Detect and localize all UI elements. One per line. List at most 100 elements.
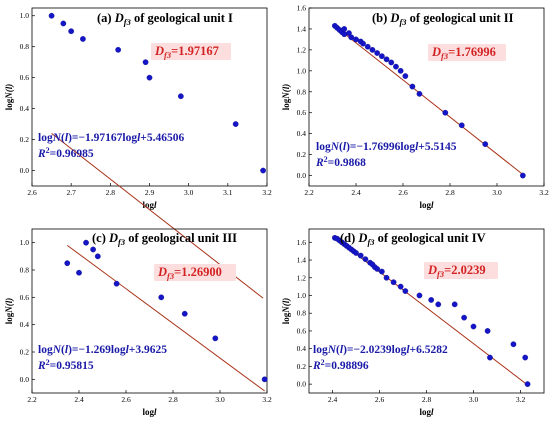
x-tick-label: 3.2 bbox=[262, 188, 272, 197]
df-label-symbol: D bbox=[154, 44, 164, 58]
equation-label: logN(l)=−1.76996logl+5.5145 bbox=[316, 141, 457, 153]
data-point bbox=[212, 335, 219, 342]
x-axis-label-log: log bbox=[142, 200, 154, 210]
df-label-box bbox=[154, 264, 236, 281]
x-tick-label: 2.6 bbox=[121, 395, 131, 404]
y-tick-label: 1.0 bbox=[20, 11, 30, 20]
x-tick-label: 2.6 bbox=[27, 188, 37, 197]
data-point bbox=[353, 250, 359, 256]
chart-panel-2: 2.2 2.4 2.6 2.8 3.0 3.2 0.0 0.2 0.4 0.6 0.8 1.0 1.2 1… bbox=[281, 4, 549, 211]
data-point bbox=[177, 93, 184, 100]
x-tick-label: 2.8 bbox=[422, 395, 432, 404]
equation-part: ( bbox=[336, 344, 340, 356]
panel-title: (a) Df3 of geological unit I bbox=[97, 11, 233, 27]
panel-title-prefix: (a) bbox=[97, 11, 115, 25]
data-point bbox=[341, 26, 348, 32]
data-point bbox=[260, 167, 266, 174]
x-tick-label: 2.7 bbox=[66, 188, 76, 197]
x-tick-label: 3.0 bbox=[184, 188, 194, 197]
equation-part: )=−1.269log bbox=[68, 344, 126, 356]
equation-part: ( bbox=[61, 344, 65, 356]
data-point bbox=[416, 292, 423, 299]
data-point bbox=[64, 260, 71, 267]
x-axis-label-log: log bbox=[142, 407, 154, 417]
y-tick-label: 0.6 bbox=[297, 108, 307, 117]
y-tick-label: 0.0 bbox=[297, 171, 307, 180]
data-point bbox=[402, 288, 409, 294]
r-squared-label: R2=0.96985 bbox=[37, 146, 94, 160]
panel-title-prefix: (c) bbox=[92, 231, 109, 245]
chart-panel-4: 2.4 2.6 2.8 3.0 3.2 0.0 0.2 0.4 0.6 0.8 1.0 1.2 1.4 1… bbox=[281, 228, 545, 417]
x-tick-label: 3.1 bbox=[223, 188, 233, 197]
x-axis-label-log: log bbox=[419, 200, 431, 210]
data-point bbox=[393, 63, 399, 70]
y-axis-label-var: N(l) bbox=[4, 298, 14, 314]
y-tick-label: 0.2 bbox=[20, 135, 30, 144]
r-squared-symbol: R bbox=[37, 360, 46, 372]
equation-part: log bbox=[313, 344, 328, 356]
y-tick-label: 1.0 bbox=[297, 291, 307, 300]
equation-part: l bbox=[137, 132, 141, 144]
panel-title: (d) Df3 of geological unit IV bbox=[340, 231, 486, 247]
panel-title: (c) Df3 of geological unit III bbox=[92, 231, 237, 247]
equation-part: +5.5145 bbox=[418, 141, 456, 153]
df-label-subscript: f3 bbox=[441, 51, 449, 61]
y-tick-label: 1.0 bbox=[297, 66, 307, 75]
equation-part: ( bbox=[61, 132, 65, 144]
y-tick-label: 0.0 bbox=[20, 166, 30, 175]
y-tick-label: 1.0 bbox=[20, 238, 30, 247]
data-point bbox=[357, 252, 364, 259]
r-squared-label: R2=0.9868 bbox=[315, 155, 366, 169]
y-tick-label: 0.4 bbox=[297, 129, 307, 138]
x-axis-label-log: log bbox=[419, 407, 431, 417]
data-point bbox=[115, 46, 122, 53]
x-tick-label: 3.0 bbox=[492, 188, 502, 197]
fit-line bbox=[66, 244, 265, 392]
equation-part: N bbox=[52, 344, 62, 356]
equation-part: l bbox=[340, 344, 344, 356]
data-point bbox=[428, 297, 435, 303]
data-point bbox=[90, 246, 96, 253]
data-point bbox=[383, 274, 390, 281]
y-axis-label-var: N(l) bbox=[281, 298, 291, 314]
data-point bbox=[390, 279, 397, 286]
x-tick-label: 2.6 bbox=[398, 188, 408, 197]
data-point bbox=[369, 47, 376, 53]
x-axis-label: logl bbox=[419, 407, 434, 417]
data-point bbox=[524, 381, 531, 387]
data-point bbox=[487, 354, 493, 361]
r-squared-value: =0.96985 bbox=[50, 148, 94, 160]
data-point bbox=[113, 280, 120, 287]
y-axis-label-log: log bbox=[281, 98, 291, 110]
x-tick-label: 3.2 bbox=[539, 188, 549, 197]
df-label-subscript: f3 bbox=[164, 50, 172, 60]
df-label: Df3=1.97167 bbox=[154, 44, 219, 60]
data-point bbox=[416, 91, 423, 97]
x-tick-label: 2.6 bbox=[375, 395, 385, 404]
plot-frame bbox=[31, 228, 268, 394]
y-tick-label: 0.8 bbox=[297, 87, 307, 96]
y-tick-label: 0.8 bbox=[297, 309, 307, 318]
fit-line bbox=[332, 23, 524, 175]
x-axis-label: logl bbox=[419, 200, 434, 210]
equation-part: +6.5282 bbox=[410, 344, 448, 356]
y-tick-label: 1.4 bbox=[297, 256, 307, 265]
y-tick-label: 1.6 bbox=[297, 4, 307, 13]
r-squared-label: R2=0.95815 bbox=[37, 358, 94, 372]
equation-part: l bbox=[415, 141, 419, 153]
equation-part: )=−1.97167log bbox=[68, 132, 137, 144]
data-point bbox=[397, 67, 404, 74]
panel-title-prefix: (d) bbox=[340, 231, 358, 245]
equation-label: logN(l)=−2.0239logl+6.5282 bbox=[313, 344, 448, 356]
r-squared-value: =0.9868 bbox=[328, 157, 366, 169]
data-point bbox=[383, 56, 390, 63]
data-point bbox=[83, 239, 89, 246]
equation-part: )=−2.0239log bbox=[343, 344, 407, 356]
panel-title-suffix: of geological unit IV bbox=[375, 231, 486, 245]
data-point bbox=[451, 301, 458, 308]
panel-title-suffix: of geological unit III bbox=[125, 231, 237, 245]
y-axis-label: logN(l) bbox=[4, 298, 14, 325]
equation-part: l bbox=[65, 344, 69, 356]
y-tick-label: 0.2 bbox=[297, 362, 307, 371]
x-tick-label: 2.8 bbox=[168, 395, 178, 404]
